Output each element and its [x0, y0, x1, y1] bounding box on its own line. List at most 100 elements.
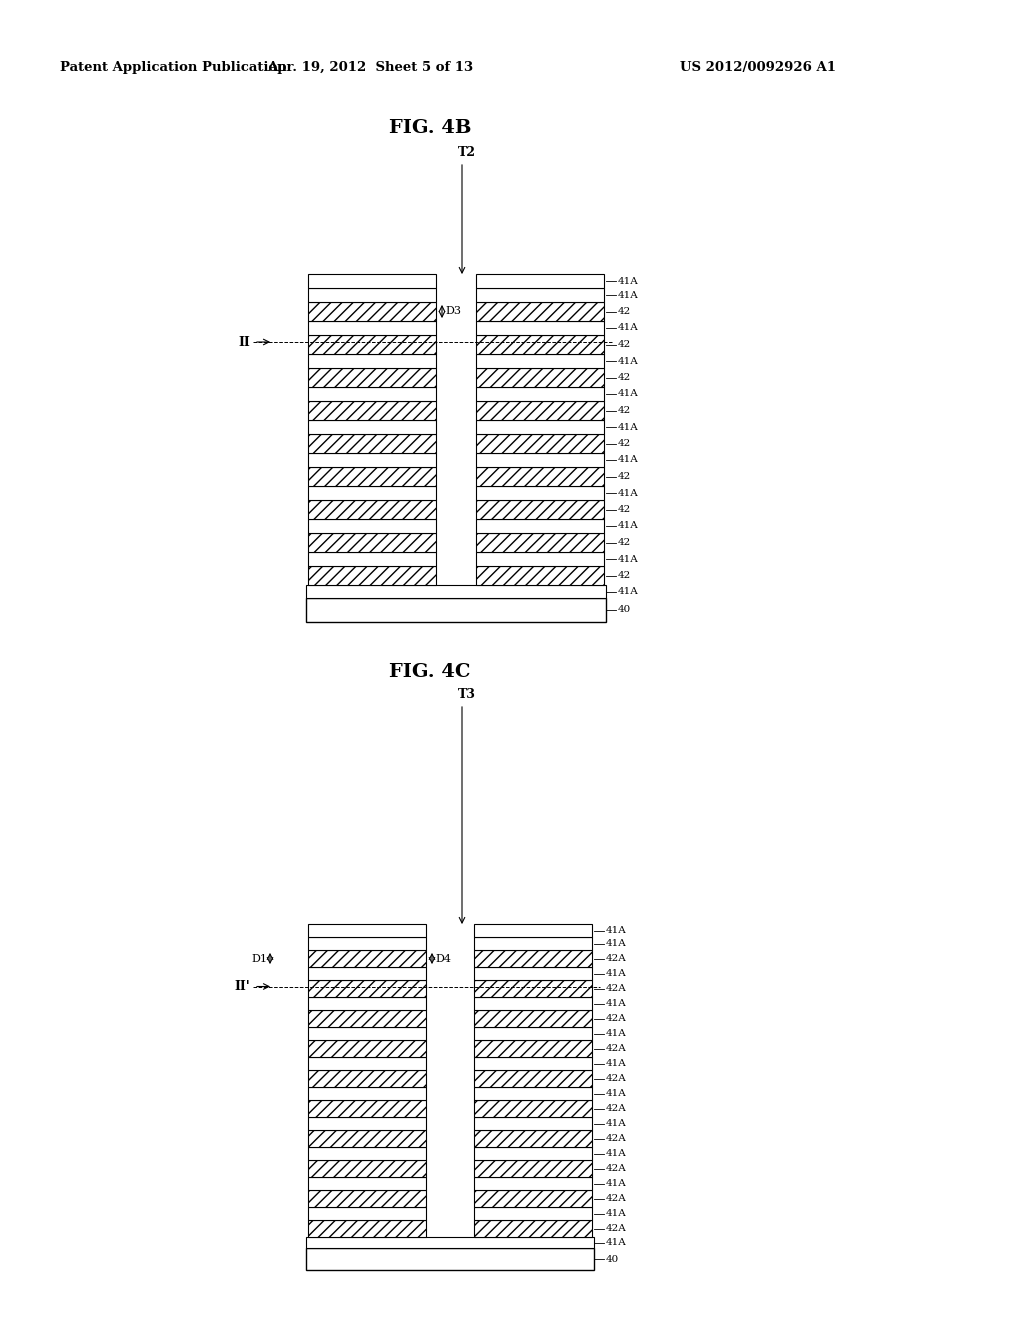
- Bar: [476, 467, 604, 486]
- Bar: [474, 1191, 592, 1206]
- Bar: [476, 302, 604, 321]
- Bar: [474, 1010, 592, 1027]
- Text: 41A: 41A: [606, 1179, 627, 1188]
- Bar: [476, 387, 604, 401]
- Text: 42A: 42A: [606, 1074, 627, 1082]
- Bar: [476, 519, 604, 533]
- Bar: [474, 1086, 592, 1100]
- Text: 42: 42: [618, 473, 631, 480]
- Bar: [306, 1247, 594, 1270]
- Bar: [474, 1160, 592, 1177]
- Text: 42A: 42A: [606, 1104, 627, 1113]
- Bar: [308, 1117, 426, 1130]
- Bar: [476, 500, 604, 519]
- Bar: [308, 354, 436, 368]
- Text: 42: 42: [618, 539, 631, 546]
- Bar: [308, 519, 436, 533]
- Bar: [308, 401, 436, 420]
- Bar: [474, 1130, 592, 1147]
- Bar: [474, 1040, 592, 1057]
- Bar: [474, 937, 592, 950]
- Text: D1: D1: [251, 953, 267, 964]
- Bar: [308, 1071, 426, 1086]
- Bar: [308, 950, 426, 968]
- Text: 42A: 42A: [606, 1224, 627, 1233]
- Text: 42: 42: [618, 572, 631, 579]
- Bar: [308, 387, 436, 401]
- Bar: [308, 335, 436, 354]
- Text: II: II: [239, 335, 250, 348]
- Bar: [308, 302, 436, 321]
- Text: 41A: 41A: [618, 554, 639, 564]
- Bar: [476, 321, 604, 335]
- Bar: [308, 937, 426, 950]
- Bar: [474, 924, 592, 937]
- Bar: [474, 1177, 592, 1191]
- Bar: [474, 997, 592, 1010]
- Text: 41A: 41A: [606, 1119, 627, 1129]
- Bar: [308, 997, 426, 1010]
- Bar: [474, 1071, 592, 1086]
- Bar: [476, 566, 604, 585]
- Bar: [306, 598, 606, 622]
- Bar: [308, 1010, 426, 1027]
- Text: T2: T2: [458, 145, 476, 158]
- Bar: [476, 288, 604, 302]
- Bar: [476, 368, 604, 387]
- Text: FIG. 4B: FIG. 4B: [389, 119, 471, 137]
- Text: 41A: 41A: [618, 290, 639, 300]
- Text: 41A: 41A: [606, 969, 627, 978]
- Text: 42: 42: [618, 440, 631, 447]
- Bar: [476, 401, 604, 420]
- Text: 42A: 42A: [606, 1164, 627, 1173]
- Bar: [308, 1191, 426, 1206]
- Bar: [308, 288, 436, 302]
- Text: D4: D4: [435, 953, 451, 964]
- Text: 41A: 41A: [618, 389, 639, 399]
- Bar: [476, 533, 604, 552]
- Text: 41A: 41A: [618, 422, 639, 432]
- Bar: [308, 1160, 426, 1177]
- Bar: [308, 566, 436, 585]
- Text: 41A: 41A: [606, 1148, 627, 1158]
- Bar: [308, 1130, 426, 1147]
- Text: 41A: 41A: [606, 1209, 627, 1218]
- Text: 42: 42: [618, 308, 631, 315]
- Text: 41A: 41A: [606, 999, 627, 1008]
- Bar: [474, 950, 592, 968]
- Bar: [308, 275, 436, 288]
- Bar: [308, 1206, 426, 1220]
- Text: D3: D3: [445, 306, 461, 317]
- Text: 41A: 41A: [606, 1030, 627, 1038]
- Bar: [308, 1147, 426, 1160]
- Bar: [308, 1040, 426, 1057]
- Text: Apr. 19, 2012  Sheet 5 of 13: Apr. 19, 2012 Sheet 5 of 13: [267, 62, 473, 74]
- Text: 41A: 41A: [618, 356, 639, 366]
- Bar: [308, 467, 436, 486]
- Bar: [476, 434, 604, 453]
- Text: 40: 40: [606, 1254, 620, 1263]
- Text: 42A: 42A: [606, 1134, 627, 1143]
- Bar: [308, 368, 436, 387]
- Bar: [306, 1237, 594, 1247]
- Bar: [474, 979, 592, 997]
- Bar: [308, 420, 436, 434]
- Bar: [306, 585, 606, 598]
- Text: 41A: 41A: [618, 323, 639, 333]
- Bar: [308, 533, 436, 552]
- Bar: [308, 453, 436, 467]
- Text: 41A: 41A: [606, 1238, 627, 1247]
- Bar: [308, 1100, 426, 1117]
- Bar: [308, 1220, 426, 1237]
- Bar: [476, 486, 604, 500]
- Text: II': II': [234, 979, 250, 993]
- Text: 42A: 42A: [606, 954, 627, 964]
- Bar: [476, 420, 604, 434]
- Bar: [308, 1177, 426, 1191]
- Text: 41A: 41A: [618, 587, 639, 597]
- Bar: [474, 1100, 592, 1117]
- Bar: [308, 968, 426, 979]
- Text: 42A: 42A: [606, 1044, 627, 1053]
- Bar: [308, 979, 426, 997]
- Bar: [474, 1206, 592, 1220]
